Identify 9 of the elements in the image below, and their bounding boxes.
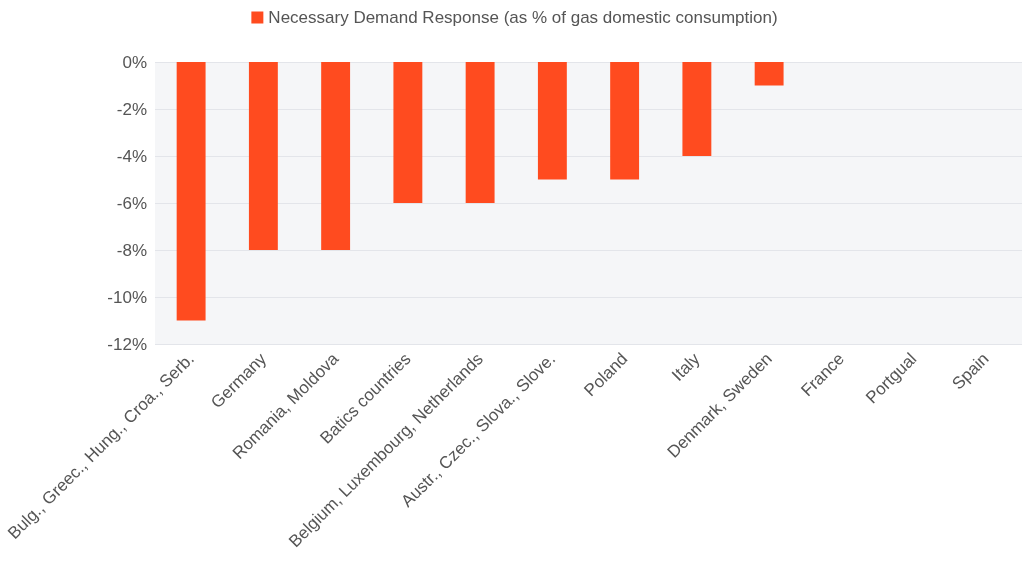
- y-tick-label: -6%: [116, 193, 147, 213]
- y-tick-label: -2%: [116, 99, 147, 119]
- y-tick-label: -4%: [116, 146, 147, 166]
- x-tick-label: Italy: [668, 348, 704, 385]
- y-tick-label: 0%: [122, 52, 147, 72]
- y-tick-label: -8%: [116, 240, 147, 260]
- y-tick-label: -10%: [107, 287, 147, 307]
- legend-label: Necessary Demand Response (as % of gas domestic consumption): [268, 8, 778, 27]
- y-tick-label: -12%: [107, 334, 147, 354]
